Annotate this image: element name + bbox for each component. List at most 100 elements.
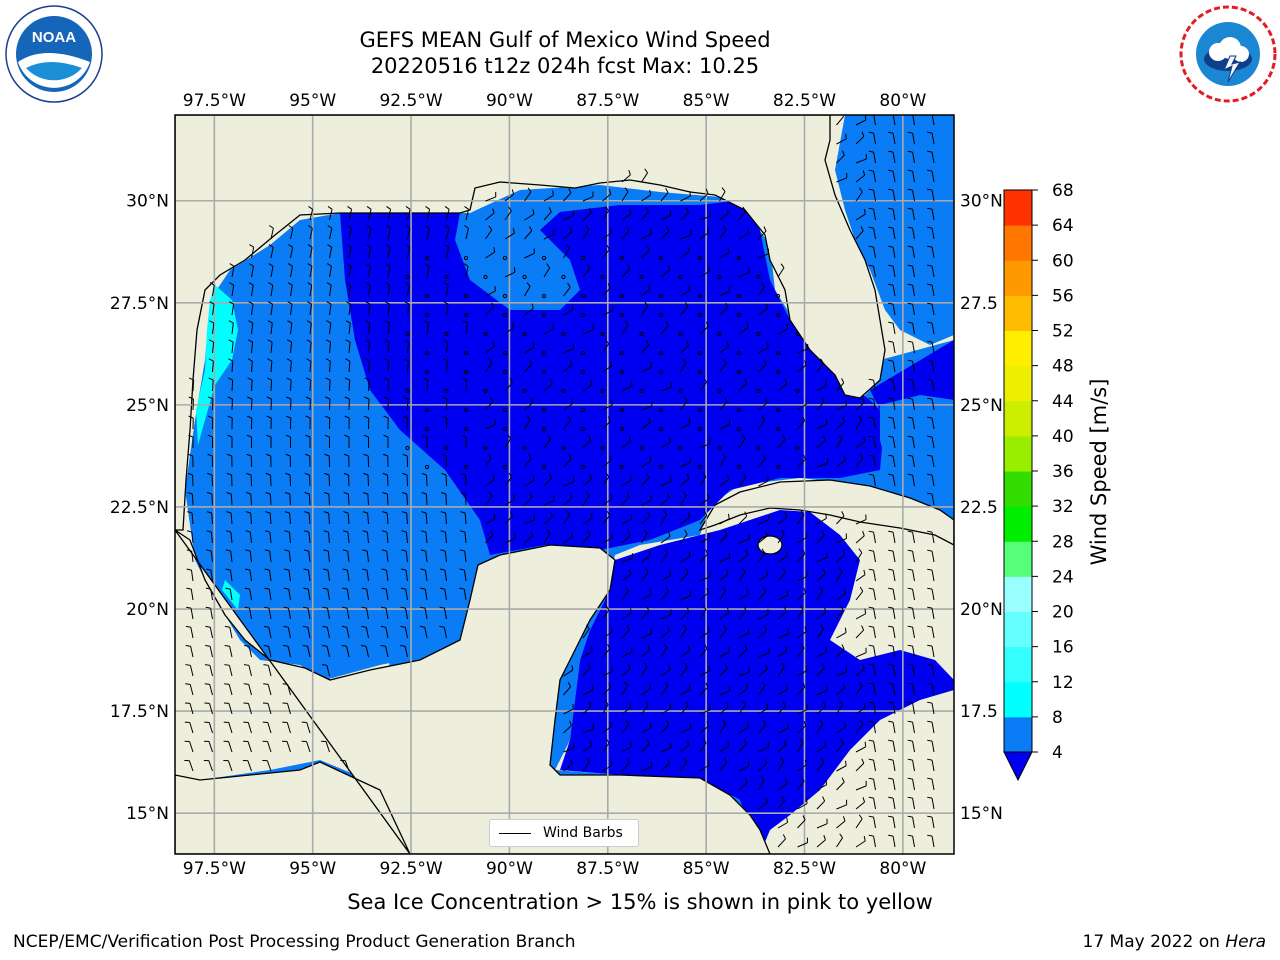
wind-barb [206, 492, 213, 506]
barb-flag [861, 397, 865, 403]
wind-barb [322, 606, 330, 620]
wind-barb [660, 321, 669, 335]
barb-flag [188, 377, 194, 381]
barb-staff [892, 608, 896, 620]
barb-staff [286, 722, 291, 734]
barb-staff [463, 570, 467, 582]
barb-flag [664, 681, 669, 687]
barb-flag [927, 473, 933, 476]
barb-flag [801, 776, 805, 782]
barb-flag [461, 434, 467, 438]
lat-tick-label-right: 22.5 [960, 498, 998, 518]
barb-flag [629, 208, 632, 214]
barb-staff [602, 420, 611, 430]
colorbar-tick-label: 12 [1052, 673, 1074, 693]
wind-barb [719, 741, 730, 753]
barb-flag [493, 513, 496, 519]
barb-staff [602, 687, 611, 696]
wind-barb [582, 529, 591, 544]
barb-flag [725, 569, 729, 575]
barb-staff [699, 764, 710, 772]
barb-flag [861, 758, 865, 764]
barb-staff [524, 252, 535, 259]
barb-flag [305, 434, 311, 438]
barb-staff [602, 726, 612, 734]
wind-barb [719, 702, 729, 715]
barb-staff [873, 760, 876, 772]
barb-flag [868, 207, 874, 210]
barb-flag [627, 264, 631, 270]
barb-flag [800, 510, 805, 516]
wind-barb [227, 396, 233, 411]
barb-staff [873, 228, 876, 240]
wind-barb [619, 407, 625, 413]
barb-staff [680, 611, 690, 620]
barb-staff [229, 570, 233, 582]
barb-staff [816, 423, 828, 430]
wind-barb [247, 377, 253, 392]
barb-flag [644, 301, 649, 307]
barb-flag [822, 568, 826, 574]
wind-barb [756, 274, 761, 280]
barb-staff [719, 690, 730, 696]
barb-staff [873, 646, 876, 658]
barb-staff [524, 519, 535, 525]
barb-flag [726, 702, 729, 708]
wind-barb [660, 570, 672, 582]
barb-flag [626, 492, 630, 497]
lon-tick-label-bottom: 82.5°W [773, 859, 836, 879]
barb-flag [648, 550, 651, 556]
barb-staff [328, 512, 330, 525]
barb-flag [382, 492, 388, 495]
wind-barb [185, 664, 194, 677]
barb-staff [836, 421, 845, 430]
barb-staff [912, 627, 915, 639]
wind-barb [699, 682, 709, 696]
barb-flag [226, 472, 232, 476]
barb-staff [602, 343, 609, 354]
wind-barb [717, 445, 722, 451]
wind-barb [461, 377, 468, 392]
barb-staff [485, 229, 493, 240]
barb-staff [582, 229, 590, 240]
wind-barb [563, 665, 574, 677]
barb-staff [230, 551, 233, 563]
barb-staff [797, 764, 807, 772]
wind-barb [400, 625, 408, 639]
barb-staff [621, 557, 633, 563]
barb-flag [440, 549, 446, 552]
wind-barb [738, 322, 749, 335]
barb-flag [229, 282, 235, 286]
wind-barb [795, 331, 800, 337]
barb-flag [868, 625, 874, 628]
barb-staff [524, 346, 535, 354]
lon-tick-label-bottom: 90°W [486, 859, 533, 879]
barb-flag [907, 302, 913, 305]
wind-barb [247, 396, 253, 411]
barb-staff [836, 154, 845, 164]
wind-barb [868, 663, 876, 677]
wind-barb [738, 683, 749, 696]
wind-barb [343, 453, 350, 468]
wind-barb [855, 702, 866, 715]
calm-marker [580, 464, 586, 470]
barb-staff [912, 361, 915, 373]
wind-barb [582, 263, 591, 278]
barb-staff [368, 266, 371, 278]
barb-flag [626, 225, 630, 231]
barb-staff [912, 209, 915, 221]
barb-flag [365, 320, 371, 324]
wind-barb [582, 624, 590, 639]
barb-staff [386, 493, 389, 506]
wind-barb [504, 533, 516, 544]
barb-staff [912, 190, 915, 202]
wind-barb [660, 476, 672, 487]
wind-barb [797, 454, 806, 468]
wind-barb [927, 701, 935, 715]
barb-flag [243, 683, 249, 685]
barb-flag [283, 625, 289, 628]
barb-flag [862, 170, 866, 176]
barb-staff [931, 532, 935, 544]
barb-staff [816, 612, 827, 620]
wind-barb [641, 628, 653, 639]
